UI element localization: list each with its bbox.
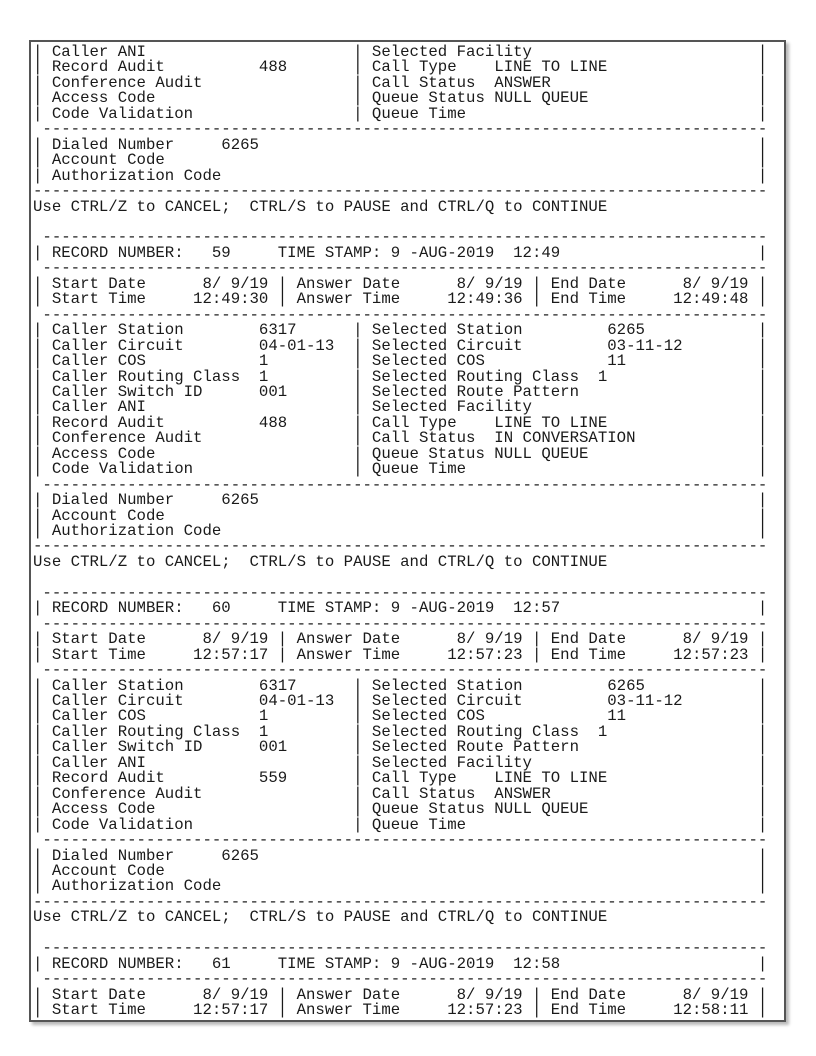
field-line: | Code Validation | Queue Time | [33,460,768,479]
separator-line: ----------------------------------------… [33,120,768,139]
field-line: | Caller ANI | Selected Facility | [33,398,768,417]
separator-line: ----------------------------------------… [33,831,768,850]
field-line: | Caller Routing Class 1 | Selected Rout… [33,367,768,386]
record-header-line: | RECORD NUMBER: 60 TIME STAMP: 9 -AUG-2… [33,599,768,618]
field-line: | Access Code | Queue Status NULL QUEUE … [33,89,768,108]
field-line: | Caller Station 6317 | Selected Station… [33,676,768,695]
date-line: | Start Date 8/ 9/19 | Answer Date 8/ 9/… [33,274,768,293]
separator-line: ----------------------------------------… [33,939,768,958]
separator-line: ----------------------------------------… [33,537,768,556]
field-line: | Caller Station 6317 | Selected Station… [33,321,768,340]
account-code-line: | Account Code | [33,151,768,170]
field-line: | Conference Audit | Call Status IN CONV… [33,429,768,448]
separator-line: ----------------------------------------… [33,475,768,494]
dialed-number-line: | Dialed Number 6265 | [33,135,768,154]
record-block-61: ----------------------------------------… [33,939,784,1020]
account-code-line: | Account Code | [33,506,768,525]
record-block-partial-0: | Caller ANI | Selected Facility | | Reco… [33,43,784,201]
field-line: | Caller Routing Class 1 | Selected Rout… [33,722,768,741]
field-line: | Record Audit 488 | Call Type LINE TO L… [33,58,768,77]
separator-line: ----------------------------------------… [33,970,768,989]
time-line: | Start Time 12:57:17 | Answer Time 12:5… [33,1001,768,1020]
field-line: | Caller Switch ID 001 | Selected Route … [33,738,768,757]
record-header-line: | RECORD NUMBER: 61 TIME STAMP: 9 -AUG-2… [33,954,768,973]
field-line: | Caller Switch ID 001 | Selected Route … [33,382,768,401]
field-line: | Caller COS 1 | Selected COS 11 | [33,707,768,726]
date-line: | Start Date 8/ 9/19 | Answer Date 8/ 9/… [33,630,768,649]
separator-line: ----------------------------------------… [33,614,768,633]
dialed-number-line: | Dialed Number 6265 | [33,846,768,865]
date-line: | Start Date 8/ 9/19 | Answer Date 8/ 9/… [33,985,768,1004]
authorization-code-line: | Authorization Code | [33,522,768,541]
separator-line: ----------------------------------------… [33,583,768,602]
printout-page: | Caller ANI | Selected Facility | | Reco… [29,40,786,1022]
separator-line: ----------------------------------------… [33,228,768,247]
pause-continue-hint: Use CTRL/Z to CANCEL; CTRL/S to PAUSE an… [33,197,608,216]
field-line: | Record Audit 559 | Call Type LINE TO L… [33,769,768,788]
authorization-code-line: | Authorization Code | [33,877,768,896]
time-line: | Start Time 12:49:30 | Answer Time 12:4… [33,290,768,309]
separator-line: ----------------------------------------… [33,182,768,201]
separator-line: ----------------------------------------… [33,892,768,911]
field-line: | Code Validation | Queue Time | [33,815,768,834]
record-block-59: ----------------------------------------… [33,228,784,556]
field-line: | Caller COS 1 | Selected COS 11 | [33,352,768,371]
separator-line: ----------------------------------------… [33,259,768,278]
pause-continue-hint: Use CTRL/Z to CANCEL; CTRL/S to PAUSE an… [33,908,608,927]
record-header-line: | RECORD NUMBER: 59 TIME STAMP: 9 -AUG-2… [33,243,768,262]
separator-line: ----------------------------------------… [33,661,768,680]
field-line: | Access Code | Queue Status NULL QUEUE … [33,800,768,819]
field-line: | Code Validation | Queue Time | [33,104,768,123]
separator-line: ----------------------------------------… [33,305,768,324]
field-line: | Caller ANI | Selected Facility | [33,43,768,61]
field-line: | Caller ANI | Selected Facility | [33,753,768,772]
account-code-line: | Account Code | [33,861,768,880]
field-line: | Conference Audit | Call Status ANSWER … [33,73,768,92]
authorization-code-line: | Authorization Code | [33,166,768,185]
pause-continue-hint: Use CTRL/Z to CANCEL; CTRL/S to PAUSE an… [33,552,608,571]
field-line: | Access Code | Queue Status NULL QUEUE … [33,444,768,463]
field-line: | Record Audit 488 | Call Type LINE TO L… [33,413,768,432]
cdr-terminal-output: | Caller ANI | Selected Facility | | Reco… [33,43,784,1020]
field-line: | Conference Audit | Call Status ANSWER … [33,784,768,803]
time-line: | Start Time 12:57:17 | Answer Time 12:5… [33,645,768,664]
dialed-number-line: | Dialed Number 6265 | [33,491,768,510]
record-block-60: ----------------------------------------… [33,583,784,911]
field-line: | Caller Circuit 04-01-13 | Selected Cir… [33,336,768,355]
field-line: | Caller Circuit 04-01-13 | Selected Cir… [33,692,768,710]
